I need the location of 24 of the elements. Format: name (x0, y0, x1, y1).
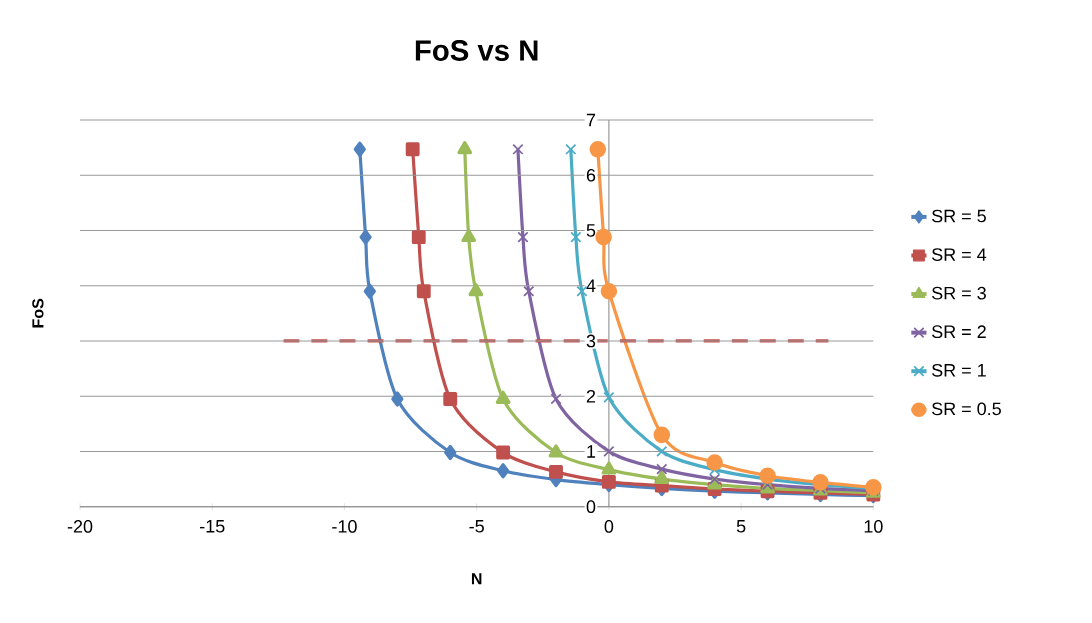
legend-label: SR = 4 (931, 248, 987, 262)
legend-label: SR = 5 (931, 209, 986, 223)
x-tick-label: 10 (864, 520, 883, 533)
y-tick-label: 7 (586, 113, 596, 127)
x-tick-label: 0 (604, 520, 614, 533)
legend-label: SR = 3 (931, 286, 986, 300)
x-axis-title: N (471, 573, 482, 585)
legend-label: SR = 0.5 (931, 402, 1001, 416)
x-tick-label: -5 (469, 520, 484, 533)
y-axis-title: FoS (32, 299, 44, 328)
x-tick-label: -10 (332, 520, 357, 533)
y-tick-label: 3 (586, 334, 596, 348)
x-tick-label: -15 (200, 520, 225, 533)
x-tick-label: -20 (67, 520, 93, 533)
y-tick-label: 1 (587, 445, 596, 458)
y-tick-label: 0 (586, 500, 596, 514)
y-tick-label: 4 (586, 279, 596, 293)
legend-label: SR = 2 (931, 325, 986, 339)
y-tick-label: 2 (586, 390, 596, 403)
x-tick-label: 5 (736, 520, 746, 533)
y-tick-label: 6 (586, 169, 596, 182)
chart-title: FoS vs N (415, 40, 538, 62)
y-tick-label: 5 (586, 224, 596, 237)
legend-label: SR = 1 (931, 364, 986, 377)
